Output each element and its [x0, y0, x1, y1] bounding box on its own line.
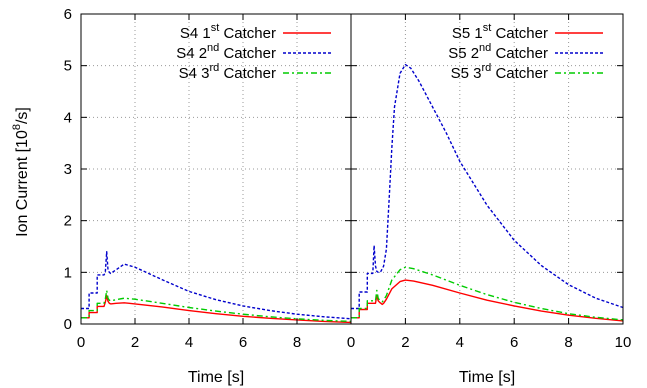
- s5-x-tick-label-5: 10: [615, 334, 632, 351]
- s4-series-second-catcher-line: [81, 250, 352, 320]
- s4-x-tick-label-1: 2: [131, 334, 139, 351]
- s4-x-tick-label-0: 0: [77, 334, 85, 351]
- s5-x-tick-label-0: 0: [347, 334, 355, 351]
- s5-x-tick-label-4: 8: [564, 334, 572, 351]
- s5-legend-label-third: S5 3rd Catcher: [451, 62, 548, 82]
- s4-legend-label-third: S4 3rd Catcher: [179, 62, 276, 82]
- s5-series-third-catcher-line: [351, 266, 624, 321]
- tick-layer: 0 2 4 6 8 Time [s] 0 2 4 6 8 10 Time [s] 0 1 2 3 4 5 6: [64, 6, 632, 386]
- series-layer: [81, 63, 624, 324]
- y-axis-title-unit: /s]: [14, 107, 31, 124]
- grid-layer: [81, 14, 623, 324]
- y-axis-title-main: Ion Current [10: [14, 130, 31, 237]
- s4-series-third-catcher-line: [81, 289, 352, 323]
- s4-legend-label-second: S4 2nd Catcher: [176, 42, 276, 62]
- s5-legend-label-second: S5 2nd Catcher: [448, 42, 548, 62]
- s4-x-tick-label-2: 4: [185, 334, 193, 351]
- s5-series-first-catcher-line: [351, 279, 624, 322]
- y-tick-label-4: 4: [64, 109, 72, 126]
- s4-legend-label-first: S4 1st Catcher: [180, 22, 276, 42]
- s4-x-axis-title: Time [s]: [188, 369, 244, 386]
- y-tick-label-2: 2: [64, 213, 72, 230]
- y-axis-title-exponent: 8: [11, 124, 23, 130]
- s5-x-axis-title: Time [s]: [459, 369, 515, 386]
- s5-x-tick-label-2: 4: [456, 334, 464, 351]
- y-tick-label-1: 1: [64, 264, 72, 281]
- y-tick-label-3: 3: [64, 161, 72, 178]
- y-tick-label-0: 0: [64, 316, 72, 333]
- s4-x-tick-label-3: 6: [239, 334, 247, 351]
- y-tick-label-6: 6: [64, 6, 72, 23]
- y-tick-label-5: 5: [64, 58, 72, 75]
- y-axis-title: Ion Current [108/s]: [11, 107, 31, 237]
- s4-x-tick-label-4: 8: [293, 334, 301, 351]
- s5-legend-label-first: S5 1st Catcher: [452, 22, 548, 42]
- s5-series-second-catcher-line: [351, 63, 624, 310]
- s5-x-tick-label-1: 2: [401, 334, 409, 351]
- s5-x-tick-label-3: 6: [510, 334, 518, 351]
